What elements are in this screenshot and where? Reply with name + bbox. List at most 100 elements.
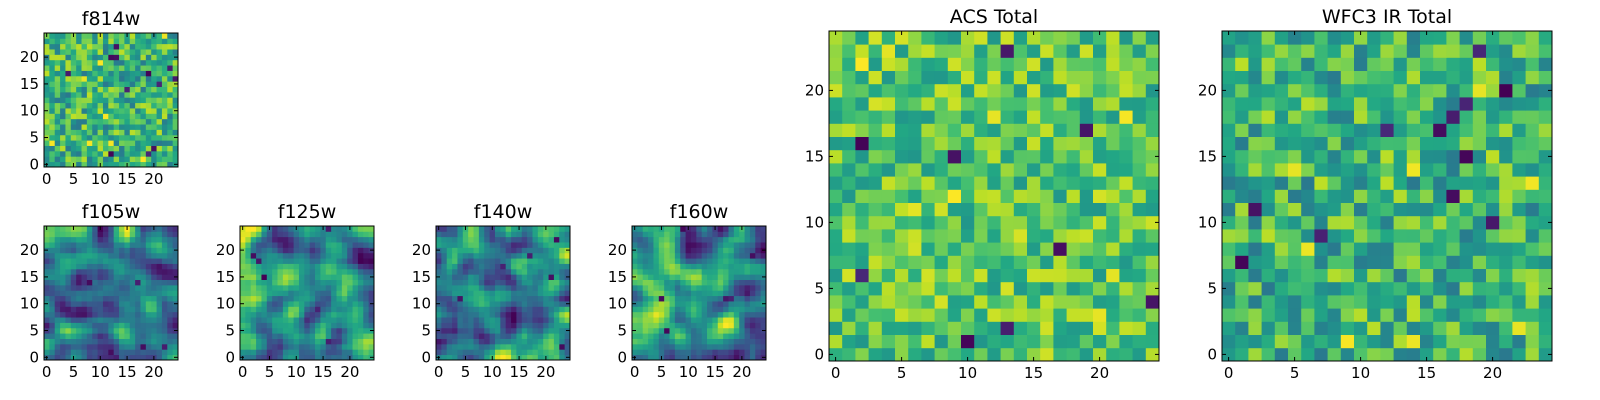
heatmap-cell: [548, 268, 555, 275]
heatmap-cell: [468, 301, 474, 307]
heatmap-cell: [842, 202, 856, 217]
heatmap-cell: [60, 49, 66, 55]
heatmap-cell: [527, 327, 533, 334]
heatmap-cell: [1538, 97, 1553, 111]
heatmap-cell: [92, 75, 98, 82]
heatmap-cell: [527, 317, 533, 323]
heatmap-cell: [1499, 31, 1513, 45]
heatmap-cell: [1433, 163, 1447, 177]
heatmap-cell: [76, 108, 82, 114]
heatmap-cell: [60, 97, 66, 104]
heatmap-cell: [1301, 229, 1315, 243]
heatmap-cell: [674, 343, 681, 350]
heatmap-cell: [1079, 44, 1094, 58]
heatmap-cell: [129, 349, 136, 356]
heatmap-cell: [1525, 268, 1540, 283]
heatmap-cell: [521, 247, 528, 254]
heatmap-cell: [1261, 321, 1276, 335]
heatmap-cell: [108, 49, 115, 55]
heatmap-cell: [1248, 189, 1262, 203]
heatmap-cell: [1459, 215, 1474, 230]
heatmap-cell: [516, 322, 523, 329]
heatmap-cell: [1106, 189, 1120, 203]
heatmap-cell: [648, 338, 654, 345]
heatmap-cell: [1106, 215, 1120, 230]
heatmap-cell: [1274, 347, 1289, 362]
heatmap-cell: [696, 306, 703, 313]
heatmap-cell: [60, 252, 66, 259]
heatmap-cell: [1354, 295, 1368, 309]
heatmap-cell: [97, 145, 104, 152]
heatmap-cell: [54, 226, 61, 232]
heatmap-cell: [457, 301, 464, 307]
heatmap-cell: [124, 290, 131, 297]
heatmap-cell: [129, 354, 136, 361]
heatmap-cell: [108, 134, 115, 141]
heatmap-cell: [135, 43, 141, 50]
heatmap-cell: [473, 258, 480, 264]
heatmap-cell: [669, 236, 676, 243]
heatmap-cell: [277, 242, 284, 248]
heatmap-cell: [135, 343, 141, 350]
heatmap-cell: [86, 108, 93, 114]
heatmap-cell: [129, 252, 136, 259]
heatmap-cell: [1314, 123, 1328, 137]
heatmap-cell: [44, 242, 50, 248]
heatmap-cell: [532, 338, 539, 345]
heatmap-cell: [653, 279, 660, 286]
heatmap-cell: [1433, 295, 1447, 309]
heatmap-cell: [436, 284, 442, 291]
heatmap-cell: [717, 284, 724, 291]
heatmap-cell: [151, 306, 157, 313]
heatmap-cell: [511, 290, 517, 297]
heatmap-cell: [468, 252, 474, 259]
heatmap-cell: [65, 140, 72, 146]
heatmap-cell: [842, 136, 856, 151]
heatmap-cell: [325, 322, 332, 329]
panel-title: f160w: [670, 201, 729, 223]
heatmap-cell: [363, 311, 370, 318]
heatmap-cell: [637, 252, 644, 259]
heatmap-cell: [749, 242, 756, 248]
heatmap-cell: [92, 284, 98, 291]
heatmap-cell: [648, 252, 654, 259]
heatmap-cell: [1027, 229, 1041, 243]
heatmap-cell: [1380, 215, 1394, 230]
heatmap-cell: [44, 86, 50, 93]
heatmap-cell: [436, 311, 442, 318]
heatmap-cell: [680, 349, 686, 356]
heatmap-cell: [974, 123, 988, 137]
heatmap-cell: [696, 284, 703, 291]
heatmap-cell: [129, 284, 136, 291]
heatmap-cell: [895, 70, 909, 85]
heatmap-cell: [632, 231, 638, 238]
heatmap-cell: [987, 334, 1001, 349]
heatmap-cell: [755, 327, 762, 334]
heatmap-cell: [240, 349, 246, 356]
heatmap-cell: [1013, 44, 1028, 58]
heatmap-cell: [129, 236, 136, 243]
heatmap-cell: [108, 70, 115, 77]
heatmap-cell: [81, 97, 88, 104]
heatmap-cell: [728, 226, 735, 232]
heatmap-cell: [1040, 97, 1054, 111]
heatmap-cell: [637, 306, 644, 313]
heatmap-cell: [65, 33, 72, 39]
heatmap-cell: [881, 242, 896, 256]
heatmap-cell: [1261, 31, 1276, 45]
heatmap-cell: [60, 231, 66, 238]
heatmap-cell: [331, 290, 337, 297]
heatmap-cell: [140, 145, 147, 152]
heatmap-cell: [124, 301, 131, 307]
heatmap-cell: [320, 231, 327, 238]
heatmap-cell: [256, 290, 262, 297]
heatmap-cell: [457, 226, 464, 232]
heatmap-cell: [1119, 149, 1133, 164]
heatmap-cell: [113, 306, 120, 313]
heatmap-cell: [347, 247, 353, 254]
heatmap-cell: [1093, 31, 1107, 45]
heatmap-cell: [1027, 189, 1041, 203]
heatmap-cell: [113, 150, 120, 157]
heatmap-cell: [97, 38, 104, 45]
heatmap-cell: [564, 226, 571, 232]
